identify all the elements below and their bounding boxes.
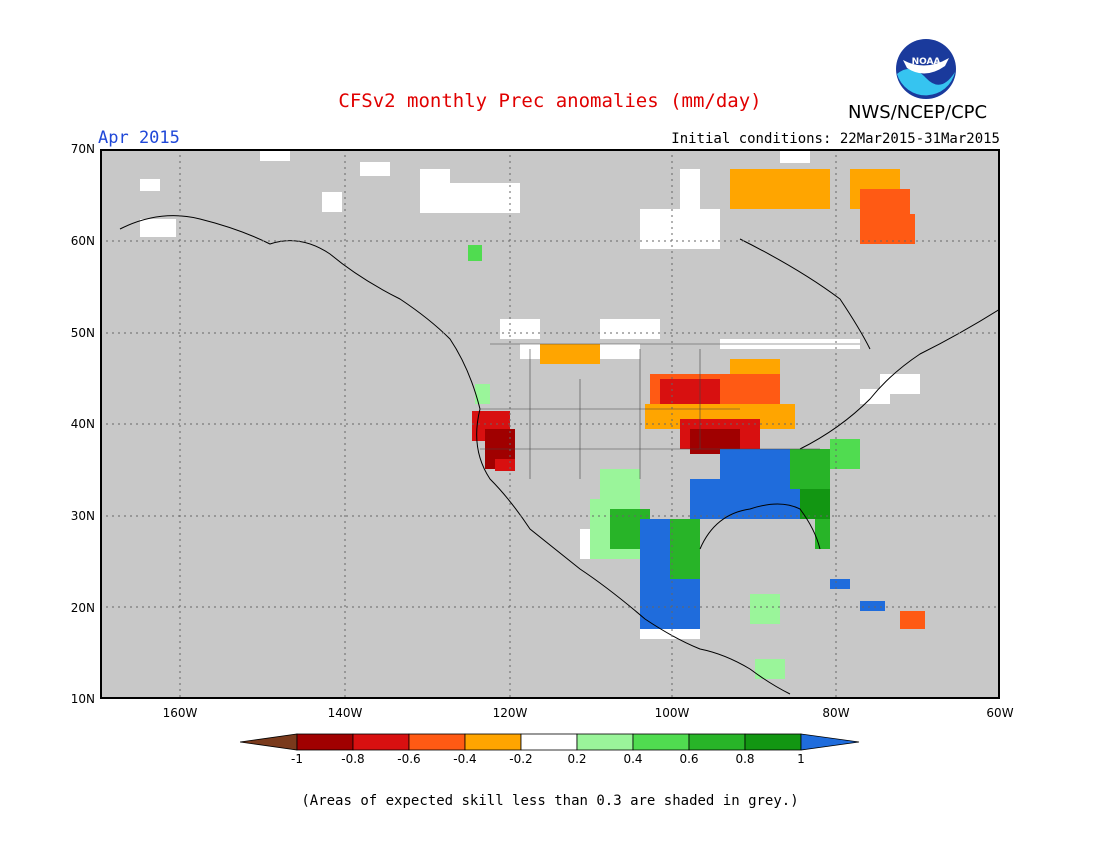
colorbar-bin	[464, 733, 522, 751]
initial-conditions: Initial conditions: 22Mar2015-31Mar2015	[671, 131, 1000, 147]
lat-label-40n: 40N	[70, 417, 95, 431]
noaa-logo: NOAA	[896, 39, 956, 99]
lat-label-10n: 10N	[70, 692, 95, 706]
map-frame	[100, 149, 1000, 699]
lat-label-30n: 30N	[70, 509, 95, 523]
colorbar-tick-label: -0.2	[509, 752, 533, 766]
colorbar-tick-label: -0.4	[453, 752, 477, 766]
graticule	[100, 149, 1000, 699]
colorbar-low-arrow	[240, 733, 298, 751]
noaa-logo-text: NOAA	[912, 57, 941, 67]
colorbar-tick-label: 0.6	[679, 752, 699, 766]
coastlines	[119, 215, 1000, 695]
target-month: Apr 2015	[98, 128, 180, 148]
colorbar-bin	[744, 733, 802, 751]
lat-label-20n: 20N	[70, 601, 95, 615]
colorbar-tick-label: -0.8	[341, 752, 365, 766]
precip-anomaly-map	[100, 149, 1000, 699]
colorbar-high-arrow	[800, 733, 860, 751]
lon-label-120w: 120W	[492, 706, 528, 720]
colorbar-tick-label: -0.6	[397, 752, 421, 766]
lon-label-160w: 160W	[162, 706, 198, 720]
colorbar	[240, 733, 860, 751]
colorbar-bin	[632, 733, 690, 751]
lat-label-60n: 60N	[70, 234, 95, 248]
lon-label-140w: 140W	[327, 706, 363, 720]
wet-anomaly-areas	[468, 245, 885, 679]
agency-label: NWS/NCEP/CPC	[848, 102, 988, 123]
colorbar-bin	[408, 733, 466, 751]
lon-label-60w: 60W	[986, 706, 1014, 720]
lat-label-70n: 70N	[70, 142, 95, 156]
colorbar-tick-label: 0.4	[623, 752, 643, 766]
colorbar-bin	[576, 733, 634, 751]
map-title: CFSv2 monthly Prec anomalies (mm/day)	[338, 90, 762, 112]
state-borders	[480, 343, 860, 479]
lat-label-50n: 50N	[70, 326, 95, 340]
colorbar-tick-label: -1	[291, 752, 303, 766]
colorbar-bin	[352, 733, 410, 751]
lon-label-80w: 80W	[822, 706, 850, 720]
colorbar-tick-label: 0.2	[567, 752, 587, 766]
lon-label-100w: 100W	[654, 706, 690, 720]
colorbar-bin	[688, 733, 746, 751]
skill-note: (Areas of expected skill less than 0.3 a…	[301, 793, 799, 809]
colorbar-tick-label: 0.8	[735, 752, 755, 766]
colorbar-bin	[520, 733, 578, 751]
colorbar-tick-label: 1	[797, 752, 805, 766]
colorbar-bin	[296, 733, 354, 751]
